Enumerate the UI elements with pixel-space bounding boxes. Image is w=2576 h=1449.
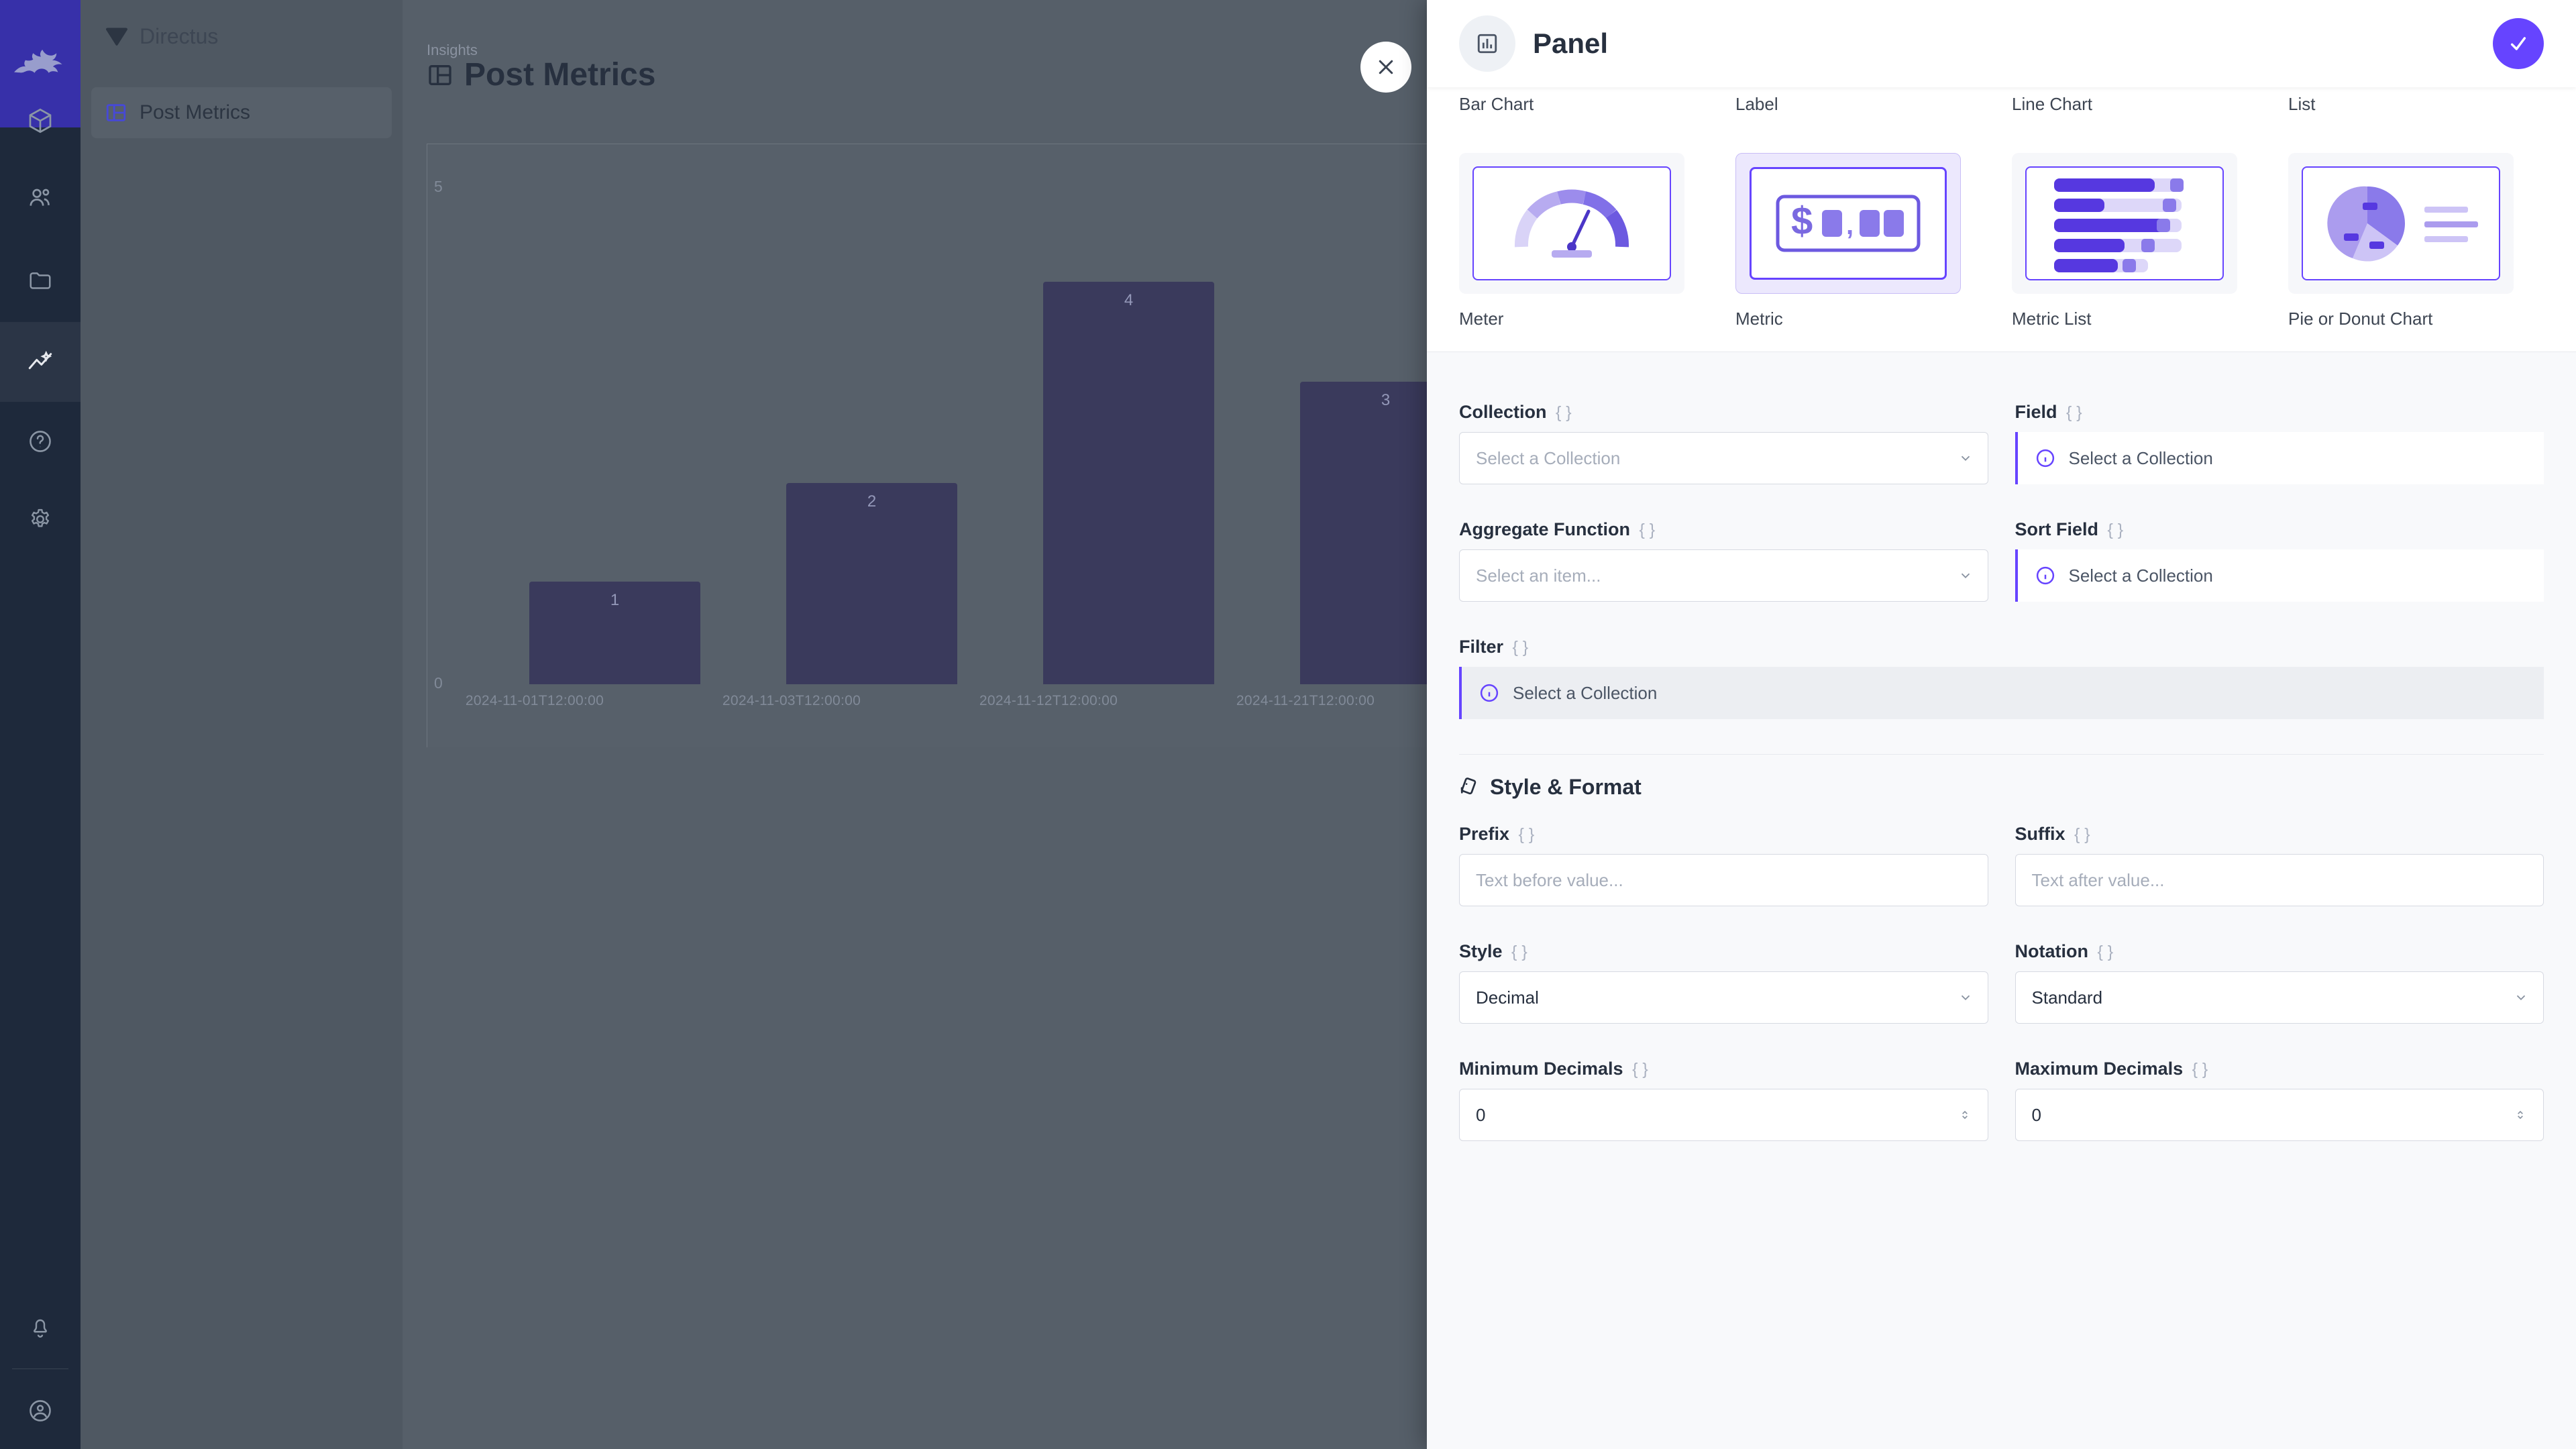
svg-text:,: , bbox=[1846, 211, 1854, 240]
svg-text:$: $ bbox=[1791, 199, 1813, 243]
